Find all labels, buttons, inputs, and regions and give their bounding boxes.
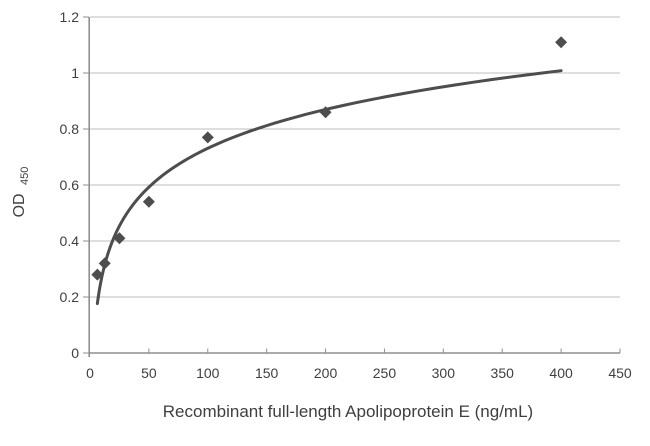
y-axis-title-main: OD (11, 193, 28, 217)
tick-marks-layer (83, 16, 621, 354)
y-tick-label: 0 (71, 345, 79, 361)
x-tick-label: 400 (549, 365, 573, 381)
data-point-marker (319, 106, 332, 119)
y-tick-label: 0.4 (60, 233, 80, 249)
gridlines-layer (90, 16, 620, 298)
x-tick-label: 250 (373, 365, 397, 381)
data-point-marker (113, 232, 126, 245)
data-point-marker (201, 131, 214, 144)
x-tick-label: 200 (314, 365, 338, 381)
data-point-marker (91, 268, 104, 281)
y-tick-label: 0.6 (60, 177, 80, 193)
x-tick-label: 100 (196, 365, 220, 381)
x-tick-label: 0 (86, 365, 94, 381)
tick-labels-layer: 0 0.2 0.4 0.6 0.8 1 1.2 0 50 100 150 200 250 300 350 40… (60, 9, 632, 381)
y-tick-label: 0.8 (60, 121, 80, 137)
x-tick-label: 150 (255, 365, 279, 381)
x-tick-label: 50 (141, 365, 157, 381)
axes-layer (88, 17, 620, 357)
y-tick-label: 1.2 (60, 9, 80, 25)
data-series-layer (91, 36, 568, 306)
trendline-curve (95, 69, 563, 306)
data-point-marker (142, 195, 155, 208)
y-axis-title-subscript: 450 (19, 167, 31, 185)
data-point-marker (98, 257, 111, 270)
x-tick-label: 450 (608, 365, 632, 381)
x-axis-title: Recombinant full-length Apolipoprotein E… (163, 402, 533, 421)
x-tick-label: 300 (432, 365, 456, 381)
x-tick-label: 350 (491, 365, 515, 381)
y-tick-label: 0.2 (60, 289, 80, 305)
y-axis-title: OD 450 (11, 167, 31, 218)
y-tick-label: 1 (71, 65, 79, 81)
data-point-marker (555, 36, 568, 49)
